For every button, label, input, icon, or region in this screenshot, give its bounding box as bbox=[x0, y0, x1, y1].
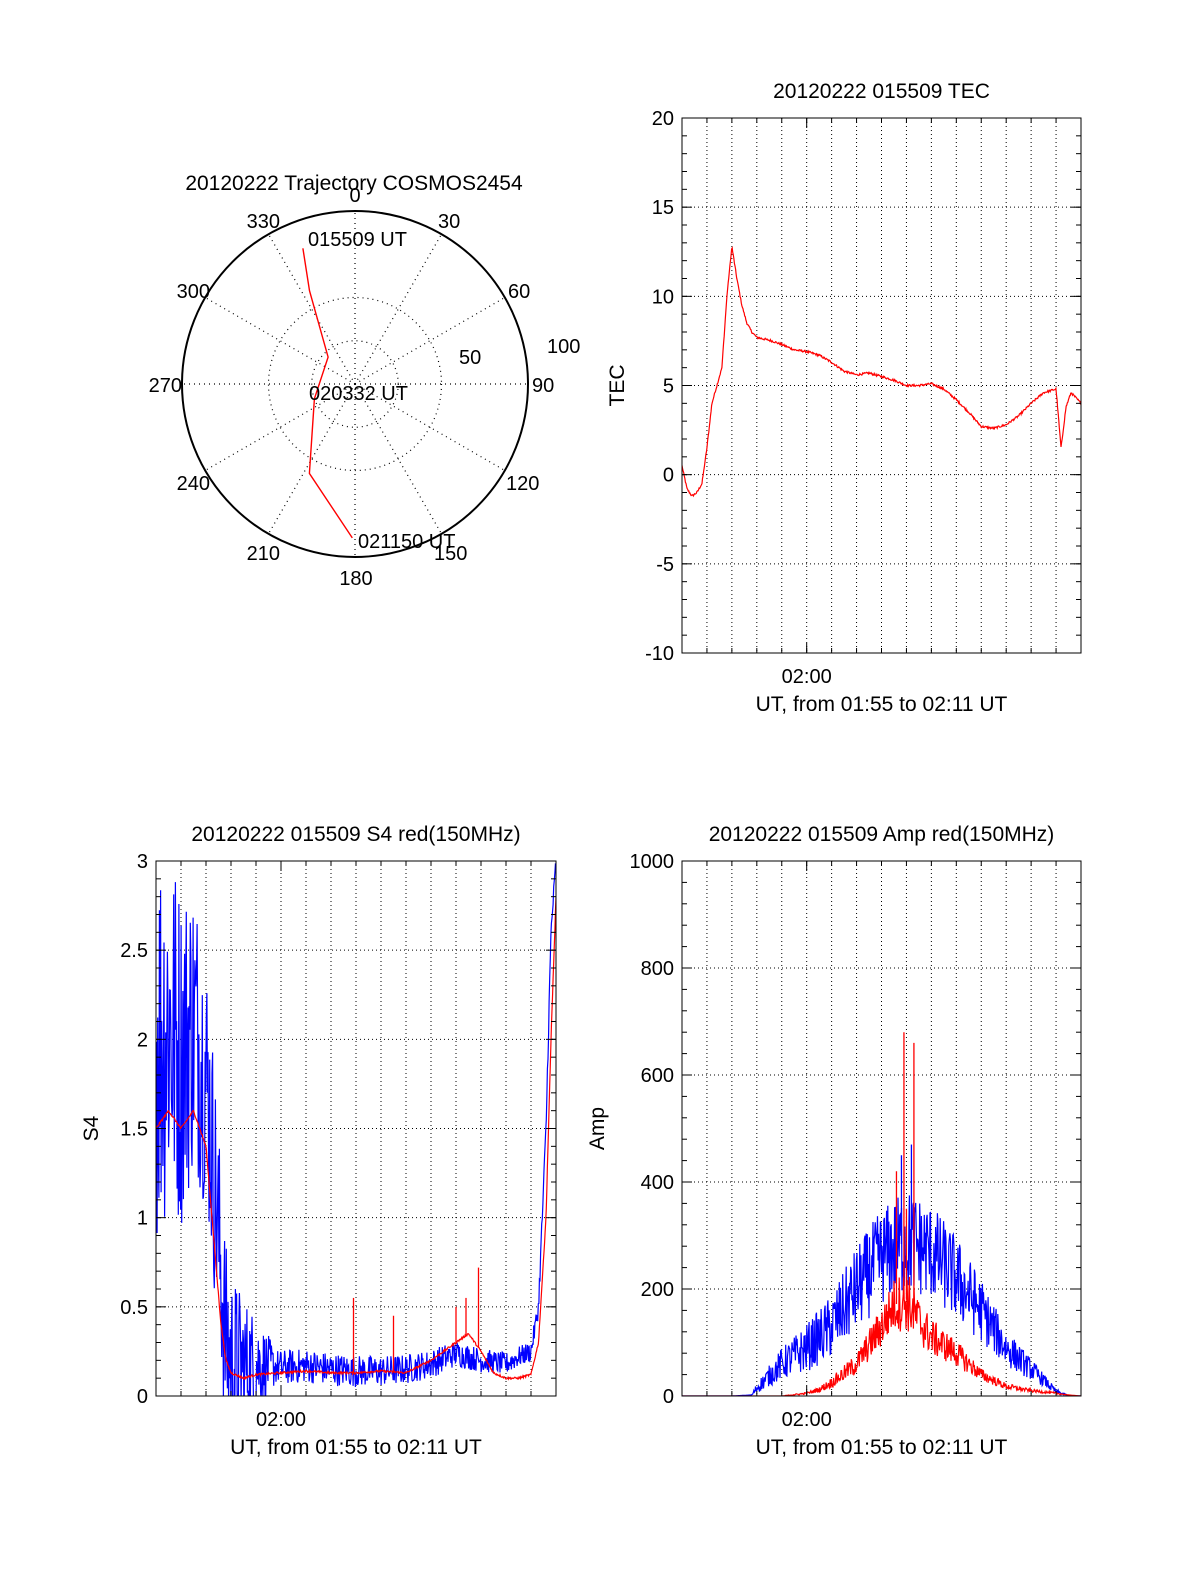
s4-panel: 0 0.5 1 1.5 2 2.5 3 02:00 20120222 015509 S4 red… bbox=[80, 823, 557, 1459]
s4-plot-area bbox=[156, 863, 556, 1396]
amp-ylabel: Amp bbox=[586, 1107, 609, 1150]
polar-azimuth-label: 270 bbox=[149, 375, 182, 397]
amp-panel: 0 200 400 600 800 1000 02:00 20120222 015509 Am… bbox=[586, 823, 1082, 1459]
tec-ytick-label: 20 bbox=[652, 108, 674, 130]
s4-ytick-label: 0 bbox=[137, 1386, 148, 1408]
amp-ytick-label: 0 bbox=[663, 1386, 674, 1408]
amp-xtick-label: 02:00 bbox=[782, 1409, 832, 1431]
polar-title: 20120222 Trajectory COSMOS2454 bbox=[185, 172, 523, 195]
s4-ytick-label: 3 bbox=[137, 851, 148, 873]
amp-series-line-1 bbox=[682, 1276, 1081, 1396]
polar-radial-label: 100 bbox=[547, 336, 580, 358]
amp-ytick-label: 800 bbox=[641, 958, 674, 980]
tec-ytick-label: 0 bbox=[663, 465, 674, 487]
s4-ytick-label: 1 bbox=[137, 1208, 148, 1230]
polar-trajectory-line bbox=[302, 248, 353, 539]
polar-grid-circle bbox=[267, 296, 443, 472]
tec-ytick-label: 10 bbox=[652, 286, 674, 308]
polar-azimuth-label: 30 bbox=[438, 211, 460, 233]
tec-ylabel: TEC bbox=[606, 365, 629, 407]
polar-grid-circle bbox=[311, 340, 399, 428]
s4-series-line-0 bbox=[156, 863, 556, 1396]
polar-azimuth-label: 240 bbox=[177, 473, 210, 495]
s4-ytick-label: 1.5 bbox=[120, 1119, 148, 1141]
amp-xlabel: UT, from 01:55 to 02:11 UT bbox=[756, 1436, 1008, 1459]
tec-title: 20120222 015509 TEC bbox=[773, 80, 990, 103]
s4-xlabel: UT, from 01:55 to 02:11 UT bbox=[230, 1436, 482, 1459]
polar-middle-time-label: 020332 UT bbox=[309, 383, 408, 405]
polar-start-time-label: 015509 UT bbox=[308, 229, 407, 251]
polar-outer-circle bbox=[181, 210, 529, 558]
tec-panel: -10 -5 0 5 10 15 20 02:00 20120222 015509 TEC UT,… bbox=[606, 80, 1082, 716]
amp-ytick-label: 600 bbox=[641, 1065, 674, 1087]
polar-azimuth-label: 330 bbox=[247, 211, 280, 233]
amp-ytick-label: 200 bbox=[641, 1279, 674, 1301]
tec-ytick-label: 5 bbox=[663, 376, 674, 398]
polar-azimuth-label: 210 bbox=[247, 543, 280, 565]
tec-ytick-label: 15 bbox=[652, 197, 674, 219]
s4-ytick-label: 0.5 bbox=[120, 1297, 148, 1319]
s4-series-line-1 bbox=[156, 897, 556, 1381]
s4-xtick-label: 02:00 bbox=[256, 1409, 306, 1431]
tec-xlabel: UT, from 01:55 to 02:11 UT bbox=[756, 693, 1008, 716]
tec-series-line-0 bbox=[682, 245, 1081, 498]
polar-end-time-label: 021150 UT bbox=[358, 531, 455, 553]
polar-radial-label: 50 bbox=[459, 347, 481, 369]
polar-azimuth-label: 0 bbox=[349, 185, 360, 207]
tec-ytick-label: -5 bbox=[656, 554, 674, 576]
tec-xtick-label: 02:00 bbox=[782, 666, 832, 688]
s4-ytick-label: 2 bbox=[137, 1029, 148, 1051]
polar-azimuth-label: 90 bbox=[532, 375, 554, 397]
amp-plot-area bbox=[682, 1032, 1081, 1396]
s4-title: 20120222 015509 S4 red(150MHz) bbox=[191, 823, 520, 846]
amp-ytick-label: 1000 bbox=[630, 851, 675, 873]
amp-ytick-label: 400 bbox=[641, 1172, 674, 1194]
polar-azimuth-label: 150 bbox=[434, 543, 467, 565]
polar-azimuth-label: 300 bbox=[177, 281, 210, 303]
tec-ytick-label: -10 bbox=[645, 643, 674, 665]
amp-title: 20120222 015509 Amp red(150MHz) bbox=[709, 823, 1055, 846]
polar-azimuth-label: 60 bbox=[508, 281, 530, 303]
polar-trajectory-panel: 0 30 60 90 120 150 180 210 240 270 300 330 50 100 0155… bbox=[149, 172, 581, 590]
amp-series-line-0 bbox=[682, 1195, 1081, 1396]
s4-ytick-label: 2.5 bbox=[120, 940, 148, 962]
tec-plot-area bbox=[682, 245, 1081, 498]
polar-azimuth-label: 180 bbox=[339, 568, 372, 590]
polar-azimuth-label: 120 bbox=[506, 473, 539, 495]
s4-ylabel: S4 bbox=[80, 1115, 103, 1141]
